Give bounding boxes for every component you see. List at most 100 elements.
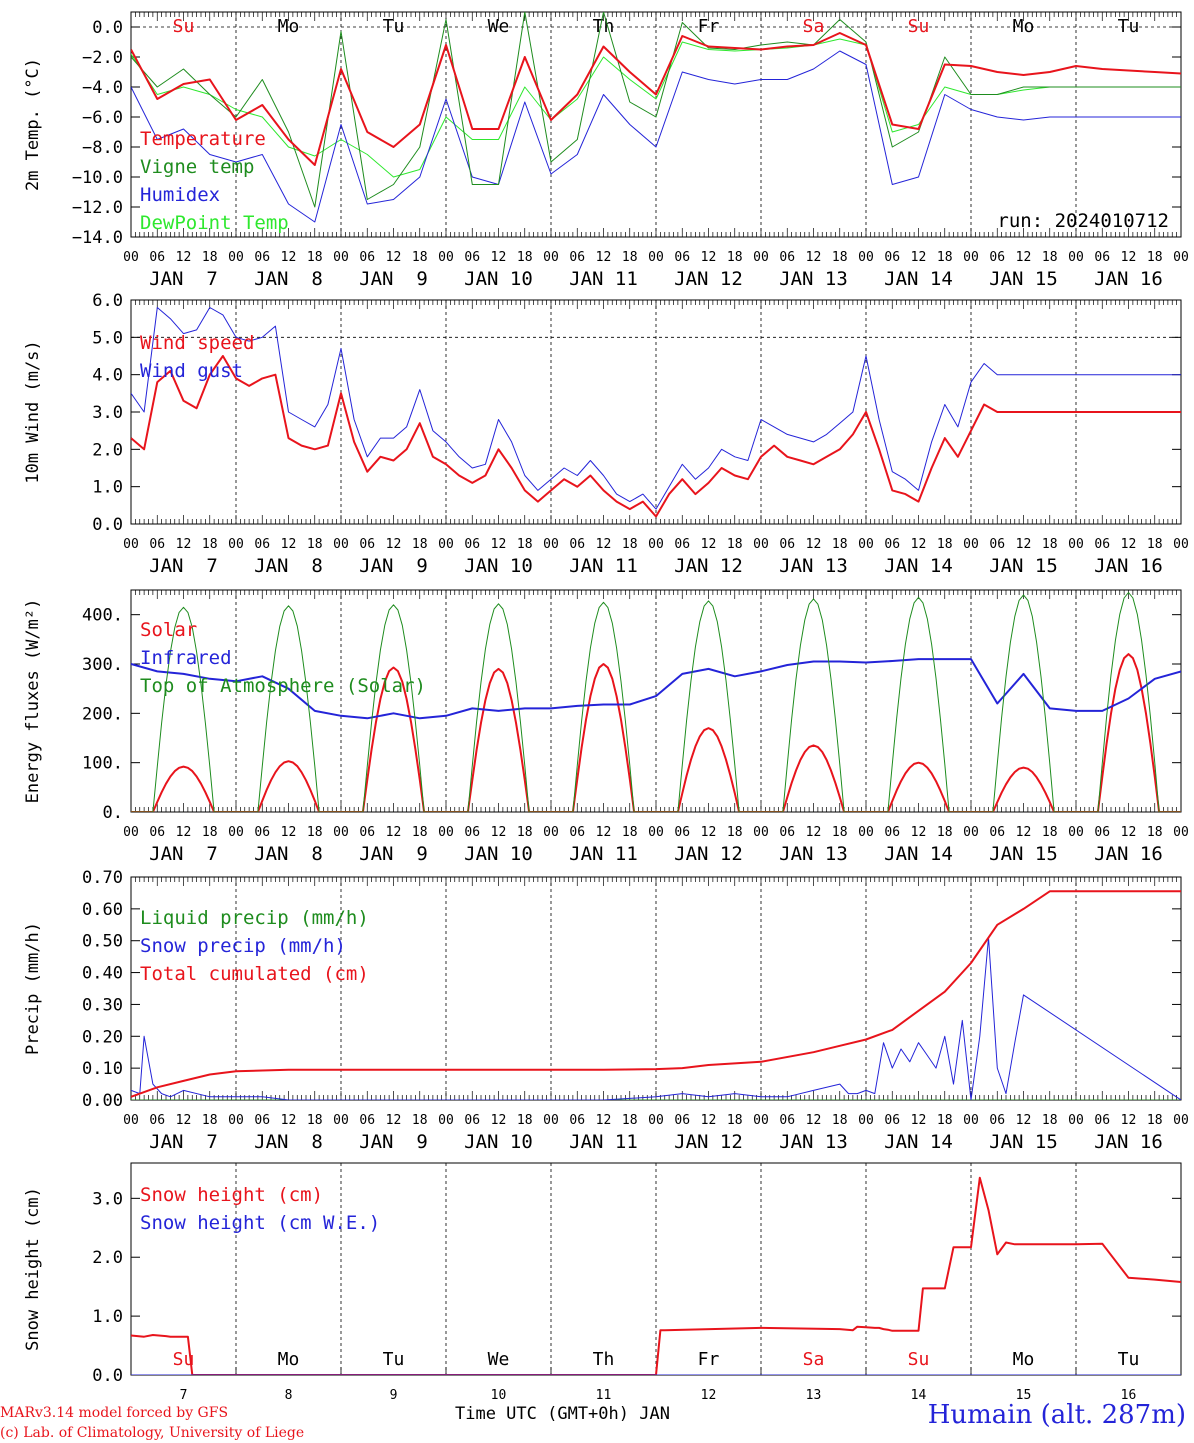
hour-tick-label: 00 [228, 825, 244, 840]
day-label: JAN 13 [779, 843, 848, 865]
weekday-label: Tu [383, 1349, 405, 1370]
day-label: JAN 8 [254, 555, 323, 577]
hour-tick-label: 00 [333, 1113, 349, 1128]
y-tick-label: 300. [82, 655, 123, 675]
hour-tick-label: 00 [963, 825, 979, 840]
series-line-temperature [131, 32, 1181, 166]
day-label: JAN 12 [674, 843, 743, 865]
weekday-label: Su [173, 16, 195, 37]
day-label: JAN 7 [149, 268, 218, 290]
day-label: JAN 7 [149, 555, 218, 577]
hour-tick-label: 06 [989, 250, 1005, 265]
y-axis-label: Precip (mm/h) [23, 922, 43, 1055]
day-number-label: 8 [285, 1388, 293, 1403]
day-label: JAN 10 [464, 555, 533, 577]
hour-tick-label: 12 [281, 1113, 297, 1128]
y-tick-label: 1.0 [92, 1307, 123, 1327]
y-tick-label: −2.0 [82, 48, 123, 68]
hour-tick-label: 00 [543, 250, 559, 265]
y-tick-label: 0. [103, 803, 123, 823]
hour-tick-label: 00 [123, 1113, 139, 1128]
hour-tick-label: 00 [1068, 537, 1084, 552]
day-label: JAN 10 [464, 1131, 533, 1153]
series-line-vigne-temp [131, 12, 1181, 208]
day-label: JAN 8 [254, 268, 323, 290]
day-label: JAN 15 [989, 268, 1058, 290]
y-tick-label: −8.0 [82, 138, 123, 158]
hour-tick-label: 12 [1016, 825, 1032, 840]
hour-tick-label: 12 [911, 537, 927, 552]
legend-entry: Snow precip (mm/h) [140, 935, 346, 957]
hour-tick-label: 00 [753, 1113, 769, 1128]
weekday-label: Mo [1013, 16, 1035, 37]
y-axis-label: 10m Wind (m/s) [23, 340, 43, 483]
hour-tick-label: 06 [464, 825, 480, 840]
hour-tick-label: 18 [517, 250, 533, 265]
day-label: JAN 8 [254, 843, 323, 865]
hour-tick-label: 06 [674, 250, 690, 265]
series-line-total-cumulated-cm [131, 890, 1181, 1098]
hour-tick-label: 18 [1042, 250, 1058, 265]
hour-tick-label: 06 [674, 825, 690, 840]
day-label: JAN 15 [989, 843, 1058, 865]
series-group [131, 592, 1181, 812]
hour-tick-label: 18 [202, 250, 218, 265]
hour-tick-label: 18 [412, 825, 428, 840]
hour-tick-label: 00 [648, 250, 664, 265]
day-label: JAN 13 [779, 555, 848, 577]
hour-tick-label: 06 [569, 537, 585, 552]
hour-tick-label: 18 [937, 825, 953, 840]
hour-tick-label: 12 [386, 537, 402, 552]
hour-tick-label: 18 [412, 1113, 428, 1128]
model-credit: MARv3.14 model forced by GFS (c) Lab. of… [0, 1403, 304, 1443]
weekday-label: Mo [278, 1349, 300, 1370]
legend-entry: Snow height (cm W.E.) [140, 1212, 380, 1234]
day-label: JAN 16 [1094, 268, 1163, 290]
hour-tick-label: 18 [412, 250, 428, 265]
y-tick-label: −6.0 [82, 108, 123, 128]
model-line: MARv3.14 model forced by GFS [0, 1405, 229, 1421]
day-number-label: 11 [596, 1388, 612, 1403]
hour-tick-label: 18 [622, 825, 638, 840]
day-label: JAN 9 [359, 1131, 428, 1153]
hour-tick-label: 06 [149, 1113, 165, 1128]
legend-entry: Liquid precip (mm/h) [140, 907, 369, 929]
hour-tick-label: 06 [464, 537, 480, 552]
hour-tick-label: 12 [1121, 537, 1137, 552]
y-tick-label: 0.0 [92, 515, 123, 535]
hour-tick-label: 00 [1173, 825, 1189, 840]
day-label: JAN 11 [569, 843, 638, 865]
hour-tick-label: 18 [1147, 825, 1163, 840]
hour-tick-label: 12 [176, 1113, 192, 1128]
hour-tick-label: 18 [517, 1113, 533, 1128]
hour-tick-label: 06 [1094, 825, 1110, 840]
series-line-infrared [131, 658, 1181, 720]
hour-tick-label: 00 [858, 1113, 874, 1128]
hour-tick-label: 12 [806, 250, 822, 265]
day-label: JAN 16 [1094, 555, 1163, 577]
y-tick-label: 0.30 [82, 995, 123, 1015]
hour-tick-label: 00 [438, 825, 454, 840]
x-axis-month: JAN [639, 1404, 670, 1424]
hour-tick-label: 06 [989, 825, 1005, 840]
y-tick-label: −10.0 [72, 168, 123, 188]
series-line-wind-gust [131, 307, 1181, 510]
day-number-label: 9 [390, 1388, 398, 1403]
legend-entry: Infrared [140, 647, 232, 669]
hour-tick-label: 18 [727, 537, 743, 552]
hour-tick-label: 12 [1121, 250, 1137, 265]
hour-tick-label: 00 [1173, 1113, 1189, 1128]
hour-tick-label: 12 [701, 825, 717, 840]
day-label: JAN 10 [464, 268, 533, 290]
weekday-label: Mo [278, 16, 300, 37]
hour-tick-label: 06 [359, 1113, 375, 1128]
hour-tick-label: 18 [832, 250, 848, 265]
hour-tick-label: 12 [1016, 250, 1032, 265]
hour-tick-label: 18 [622, 1113, 638, 1128]
hour-tick-label: 06 [359, 825, 375, 840]
series-line-snow-height-cm [131, 1176, 1181, 1375]
day-label: JAN 14 [884, 1131, 953, 1153]
panel-5: 0.0 1.0 2.0 3.0 Snow height (cm) 7 8 9 10 11 12 13 1… [23, 1162, 1182, 1403]
day-number-label: 16 [1121, 1388, 1137, 1403]
hour-tick-label: 00 [1068, 250, 1084, 265]
